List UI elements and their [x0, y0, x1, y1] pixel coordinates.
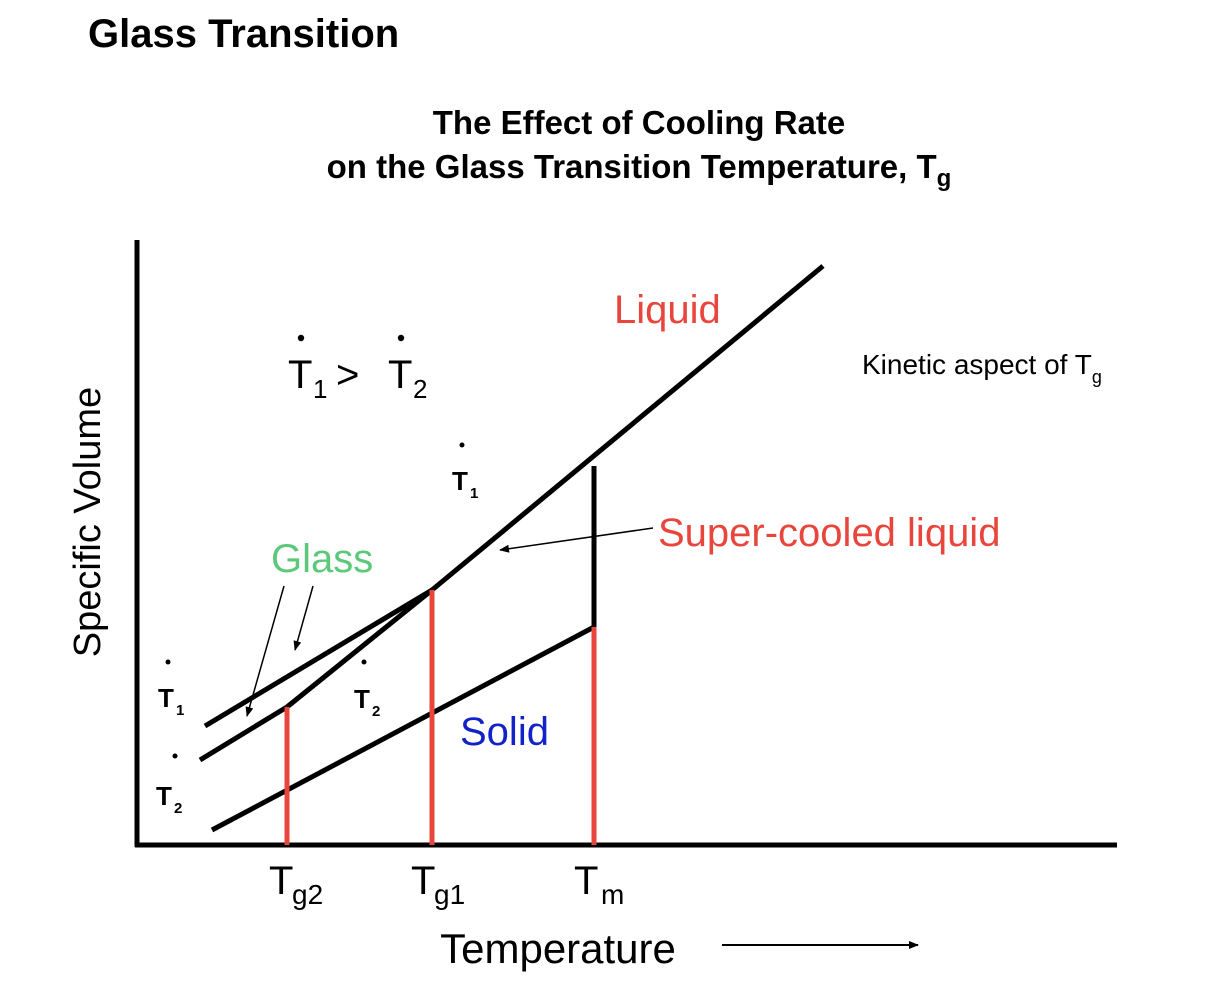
subtitle-line-2-text: on the Glass Transition Temperature, T: [326, 148, 937, 185]
subtitle-line-1: The Effect of Cooling Rate: [432, 104, 846, 141]
supercooled-continuation-line: [285, 588, 434, 709]
rate-dot: [459, 442, 465, 448]
rate-label-t2-left: T 2: [156, 753, 182, 817]
tick-sub: g2: [292, 879, 323, 910]
rate-sub: 1: [470, 485, 478, 502]
rate-t: T: [158, 683, 174, 713]
subtitle-line-2-sub: g: [936, 165, 952, 192]
rate-label-t1-upper: T 1: [452, 442, 478, 502]
liquid-line: [430, 264, 825, 592]
relation-dot-2: [397, 334, 405, 342]
rate-dot: [165, 659, 171, 665]
glass-label: Glass: [271, 537, 373, 581]
subtitle-line-2: on the Glass Transition Temperature, Tg: [0, 148, 1222, 193]
rate-t: T: [452, 466, 468, 496]
supercooled-pointer-arrow: [499, 527, 654, 553]
rate-label-t1-left: T 1: [158, 659, 184, 719]
rate-sub: 2: [372, 703, 380, 720]
tick-t: T: [269, 859, 293, 903]
y-axis-label: Specific Volume: [67, 387, 109, 657]
tick-sub: g1: [434, 879, 465, 910]
rate-label-t2-middle: T 2: [354, 659, 380, 720]
kinetic-note-sub: g: [1092, 367, 1102, 387]
glass-line-fast: [203, 587, 434, 729]
relation-t2: T: [388, 353, 412, 397]
rate-dot: [361, 659, 367, 665]
glass-pointer-arrow-1: [245, 585, 285, 717]
glass-pointer-arrow-2: [293, 585, 314, 651]
cooling-rate-relation: T 1 > T 2: [288, 334, 427, 404]
relation-operator: >: [336, 353, 359, 397]
rate-sub: 1: [176, 702, 184, 719]
glass-line-slow: [198, 704, 289, 763]
x-axis-label: Temperature: [440, 925, 676, 972]
relation-sub2: 2: [413, 374, 427, 404]
liquid-label: Liquid: [614, 288, 721, 332]
solid-line: [210, 624, 596, 833]
tick-label-tm: T m: [574, 859, 624, 910]
tick-sub: m: [601, 879, 624, 910]
kinetic-note: Kinetic aspect of Tg: [862, 349, 1102, 387]
page-title: Glass Transition: [88, 12, 400, 56]
relation-sub1: 1: [313, 374, 327, 404]
tick-t: T: [411, 859, 435, 903]
relation-dot-1: [297, 334, 305, 342]
tick-t: T: [574, 859, 598, 903]
kinetic-note-text: Kinetic aspect of T: [862, 349, 1092, 380]
supercooled-liquid-label: Super-cooled liquid: [658, 511, 1000, 555]
rate-t: T: [354, 684, 370, 714]
rate-t: T: [156, 781, 172, 811]
rate-dot: [172, 753, 178, 759]
rate-sub: 2: [174, 800, 182, 817]
tick-label-tg2: T g2: [269, 859, 323, 910]
solid-label: Solid: [460, 710, 549, 754]
relation-t1: T: [288, 353, 312, 397]
tick-label-tg1: T g1: [411, 859, 465, 910]
